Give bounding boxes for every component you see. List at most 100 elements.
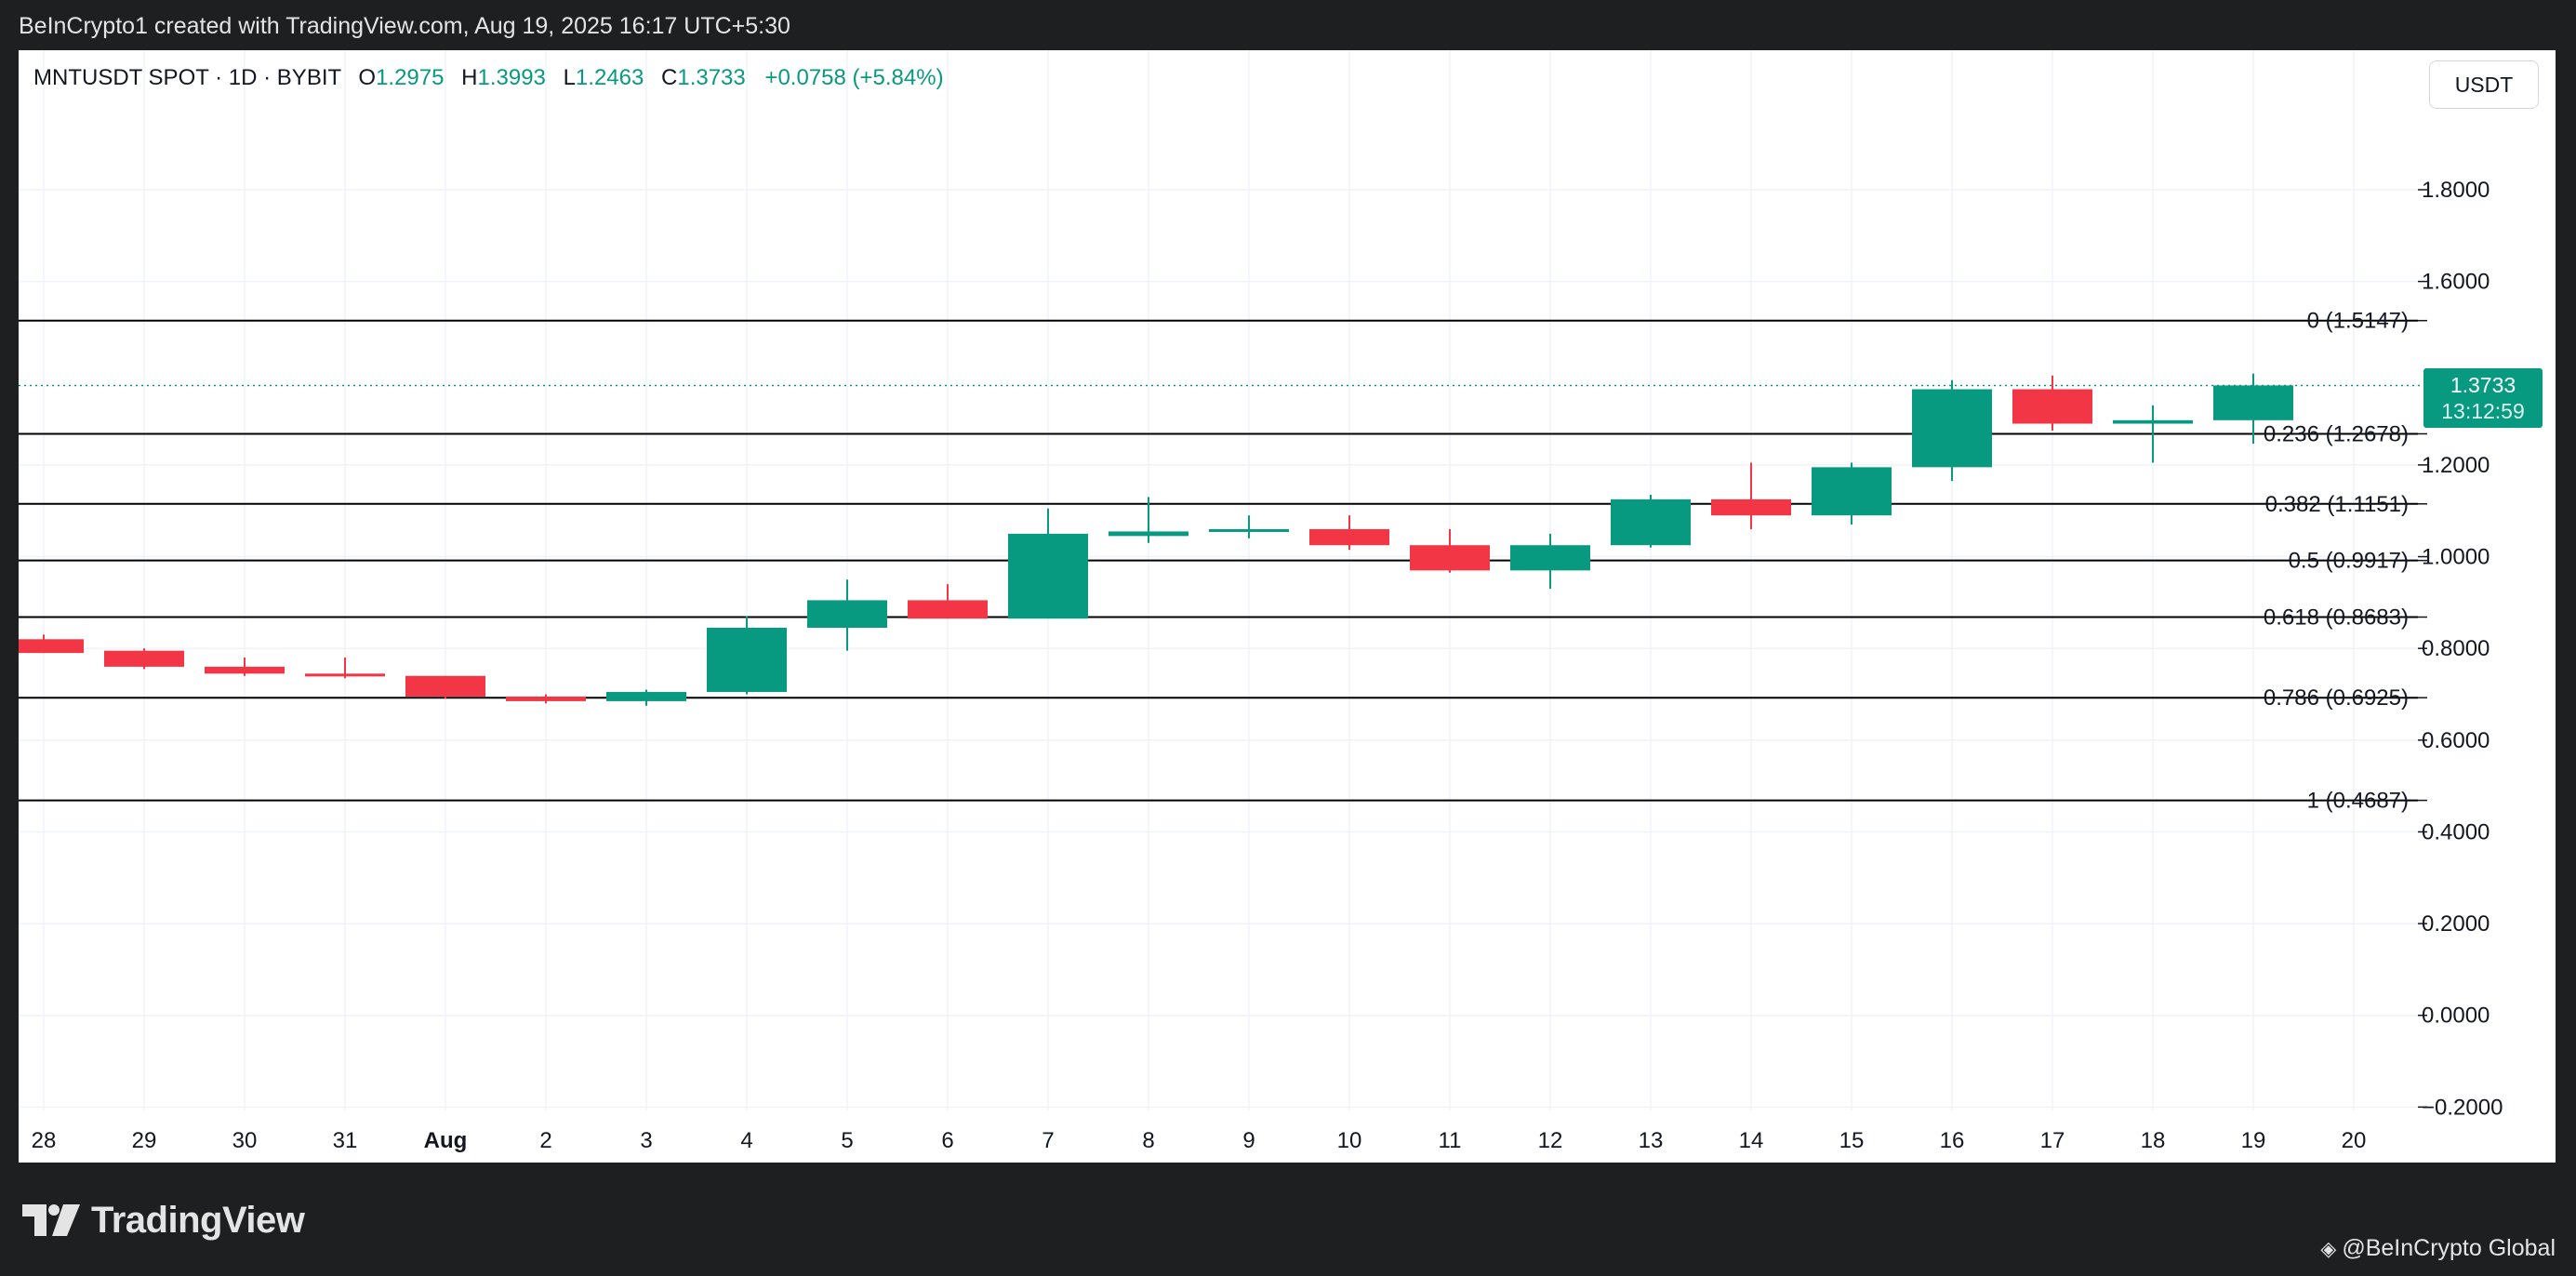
- fib-level-label: 0.5 (0.9917): [2289, 549, 2409, 574]
- candle: [305, 658, 385, 679]
- candles: [19, 373, 2293, 706]
- candle-body: [1309, 528, 1389, 546]
- close-label: C: [661, 65, 678, 90]
- y-tick-label: 1.8000: [2422, 178, 2490, 203]
- x-tick-label: 4: [740, 1128, 752, 1153]
- candle: [1410, 528, 1490, 573]
- candle: [205, 658, 285, 676]
- time-axis: 28 29 30 31 Aug 2 3 4 5 6 7 8 9 10 11 12 13 14 15 16 17 18 19 2…: [32, 1128, 2367, 1153]
- y-tick-label: 1.6000: [2422, 270, 2490, 295]
- fib-level-label: 0.382 (1.1151): [2265, 492, 2409, 517]
- grid-layer: [19, 50, 2418, 1110]
- currency-button[interactable]: USDT: [2429, 60, 2539, 109]
- x-tick-label: 18: [2141, 1128, 2166, 1153]
- x-tick-label: 31: [333, 1128, 358, 1153]
- price-axis: 1.8000 1.6000 1.2000 1.0000 0.8000 0.6000 0.40…: [2418, 178, 2503, 1120]
- bar-countdown: 13:12:59: [2441, 399, 2525, 423]
- candle: [1611, 494, 1691, 548]
- candle-body: [1711, 498, 1791, 516]
- candle: [1109, 497, 1188, 543]
- tradingview-logo-icon: [22, 1204, 80, 1236]
- candlestick-chart[interactable]: 0 (1.5147) 0.236 (1.2678) 0.382 (1.1151) 0.…: [19, 50, 2556, 1163]
- candle-body: [908, 600, 988, 619]
- x-tick-label: 12: [1538, 1128, 1563, 1153]
- candle-body: [1611, 498, 1691, 546]
- candle-body: [305, 673, 385, 677]
- y-tick-label: 0.8000: [2422, 636, 2490, 661]
- fib-level-label: 0.786 (0.6925): [2264, 685, 2409, 711]
- diamond-icon: ◈: [2320, 1236, 2337, 1260]
- fib-level-label: 0.236 (1.2678): [2264, 421, 2409, 446]
- candle-body: [2113, 419, 2193, 424]
- last-price-value: 1.3733: [2450, 373, 2516, 397]
- x-tick-label: 29: [132, 1128, 157, 1153]
- candle-body: [707, 627, 787, 693]
- x-tick-label: 17: [2040, 1128, 2065, 1153]
- fib-retracement: 0 (1.5147) 0.236 (1.2678) 0.382 (1.1151) 0.…: [19, 309, 2427, 814]
- candle-body: [104, 650, 184, 667]
- candle: [1008, 508, 1088, 619]
- candle: [1912, 379, 1992, 482]
- open-value: 1.2975: [376, 65, 445, 90]
- candle-body: [1812, 467, 1892, 516]
- candle-body: [1209, 528, 1289, 532]
- candle-body: [506, 696, 586, 701]
- candle-body: [1912, 389, 1992, 468]
- high-label: H: [461, 65, 478, 90]
- chart-panel[interactable]: 0 (1.5147) 0.236 (1.2678) 0.382 (1.1151) 0.…: [19, 50, 2556, 1163]
- y-tick-label: 0.4000: [2422, 819, 2490, 844]
- candle: [1309, 515, 1389, 551]
- x-tick-label: 7: [1042, 1128, 1054, 1153]
- x-tick-label: 10: [1337, 1128, 1362, 1153]
- candle-body: [606, 692, 686, 701]
- symbol-name[interactable]: MNTUSDT SPOT · 1D · BYBIT: [33, 65, 341, 90]
- x-tick-label: 11: [1439, 1128, 1462, 1153]
- x-tick-label: Aug: [424, 1128, 468, 1153]
- change-value: +0.0758 (+5.84%): [764, 65, 944, 90]
- x-tick-label: 9: [1242, 1128, 1255, 1153]
- low-value: 1.2463: [575, 65, 644, 90]
- candle: [1209, 515, 1289, 538]
- candle: [2213, 373, 2293, 445]
- y-tick-label: 0.0000: [2422, 1004, 2490, 1029]
- fib-level-label: 0.618 (0.8683): [2264, 605, 2409, 630]
- candle-body: [1109, 531, 1188, 537]
- candle: [405, 675, 485, 699]
- currency-label: USDT: [2454, 72, 2514, 97]
- x-tick-label: 14: [1739, 1128, 1764, 1153]
- x-tick-label: 3: [640, 1128, 652, 1153]
- last-price-tag: 1.3733 13:12:59: [2423, 368, 2543, 428]
- x-tick-label: 15: [1839, 1128, 1865, 1153]
- candle-body: [1510, 545, 1590, 571]
- watermark-credit: ◈ @BeInCrypto Global: [2320, 1235, 2556, 1262]
- candle: [908, 584, 988, 619]
- candle: [1510, 533, 1590, 590]
- fib-level-label: 0 (1.5147): [2307, 309, 2409, 334]
- candle-body: [19, 639, 84, 654]
- x-tick-label: 13: [1639, 1128, 1664, 1153]
- x-tick-label: 30: [232, 1128, 258, 1153]
- candle-body: [1008, 533, 1088, 619]
- x-tick-label: 6: [941, 1128, 953, 1153]
- candle: [1812, 462, 1892, 525]
- y-tick-label: 1.0000: [2422, 545, 2490, 570]
- x-tick-label: 2: [539, 1128, 551, 1153]
- x-tick-label: 19: [2241, 1128, 2266, 1153]
- x-tick-label: 20: [2342, 1128, 2367, 1153]
- fib-level-label: 1 (0.4687): [2307, 789, 2409, 814]
- candle: [807, 579, 887, 651]
- candle: [506, 694, 586, 704]
- close-value: 1.3733: [677, 65, 746, 90]
- chart-caption: BeInCrypto1 created with TradingView.com…: [19, 13, 790, 39]
- credit-text: @BeInCrypto Global: [2342, 1235, 2556, 1261]
- candle: [707, 616, 787, 695]
- tradingview-logo[interactable]: TradingView: [22, 1200, 305, 1241]
- candle-body: [205, 666, 285, 674]
- candle-body: [807, 600, 887, 628]
- y-tick-label: 1.2000: [2422, 453, 2490, 478]
- candle: [2113, 405, 2193, 463]
- candle: [606, 689, 686, 706]
- candle-body: [405, 675, 485, 697]
- x-tick-label: 8: [1142, 1128, 1154, 1153]
- candle: [2012, 375, 2092, 431]
